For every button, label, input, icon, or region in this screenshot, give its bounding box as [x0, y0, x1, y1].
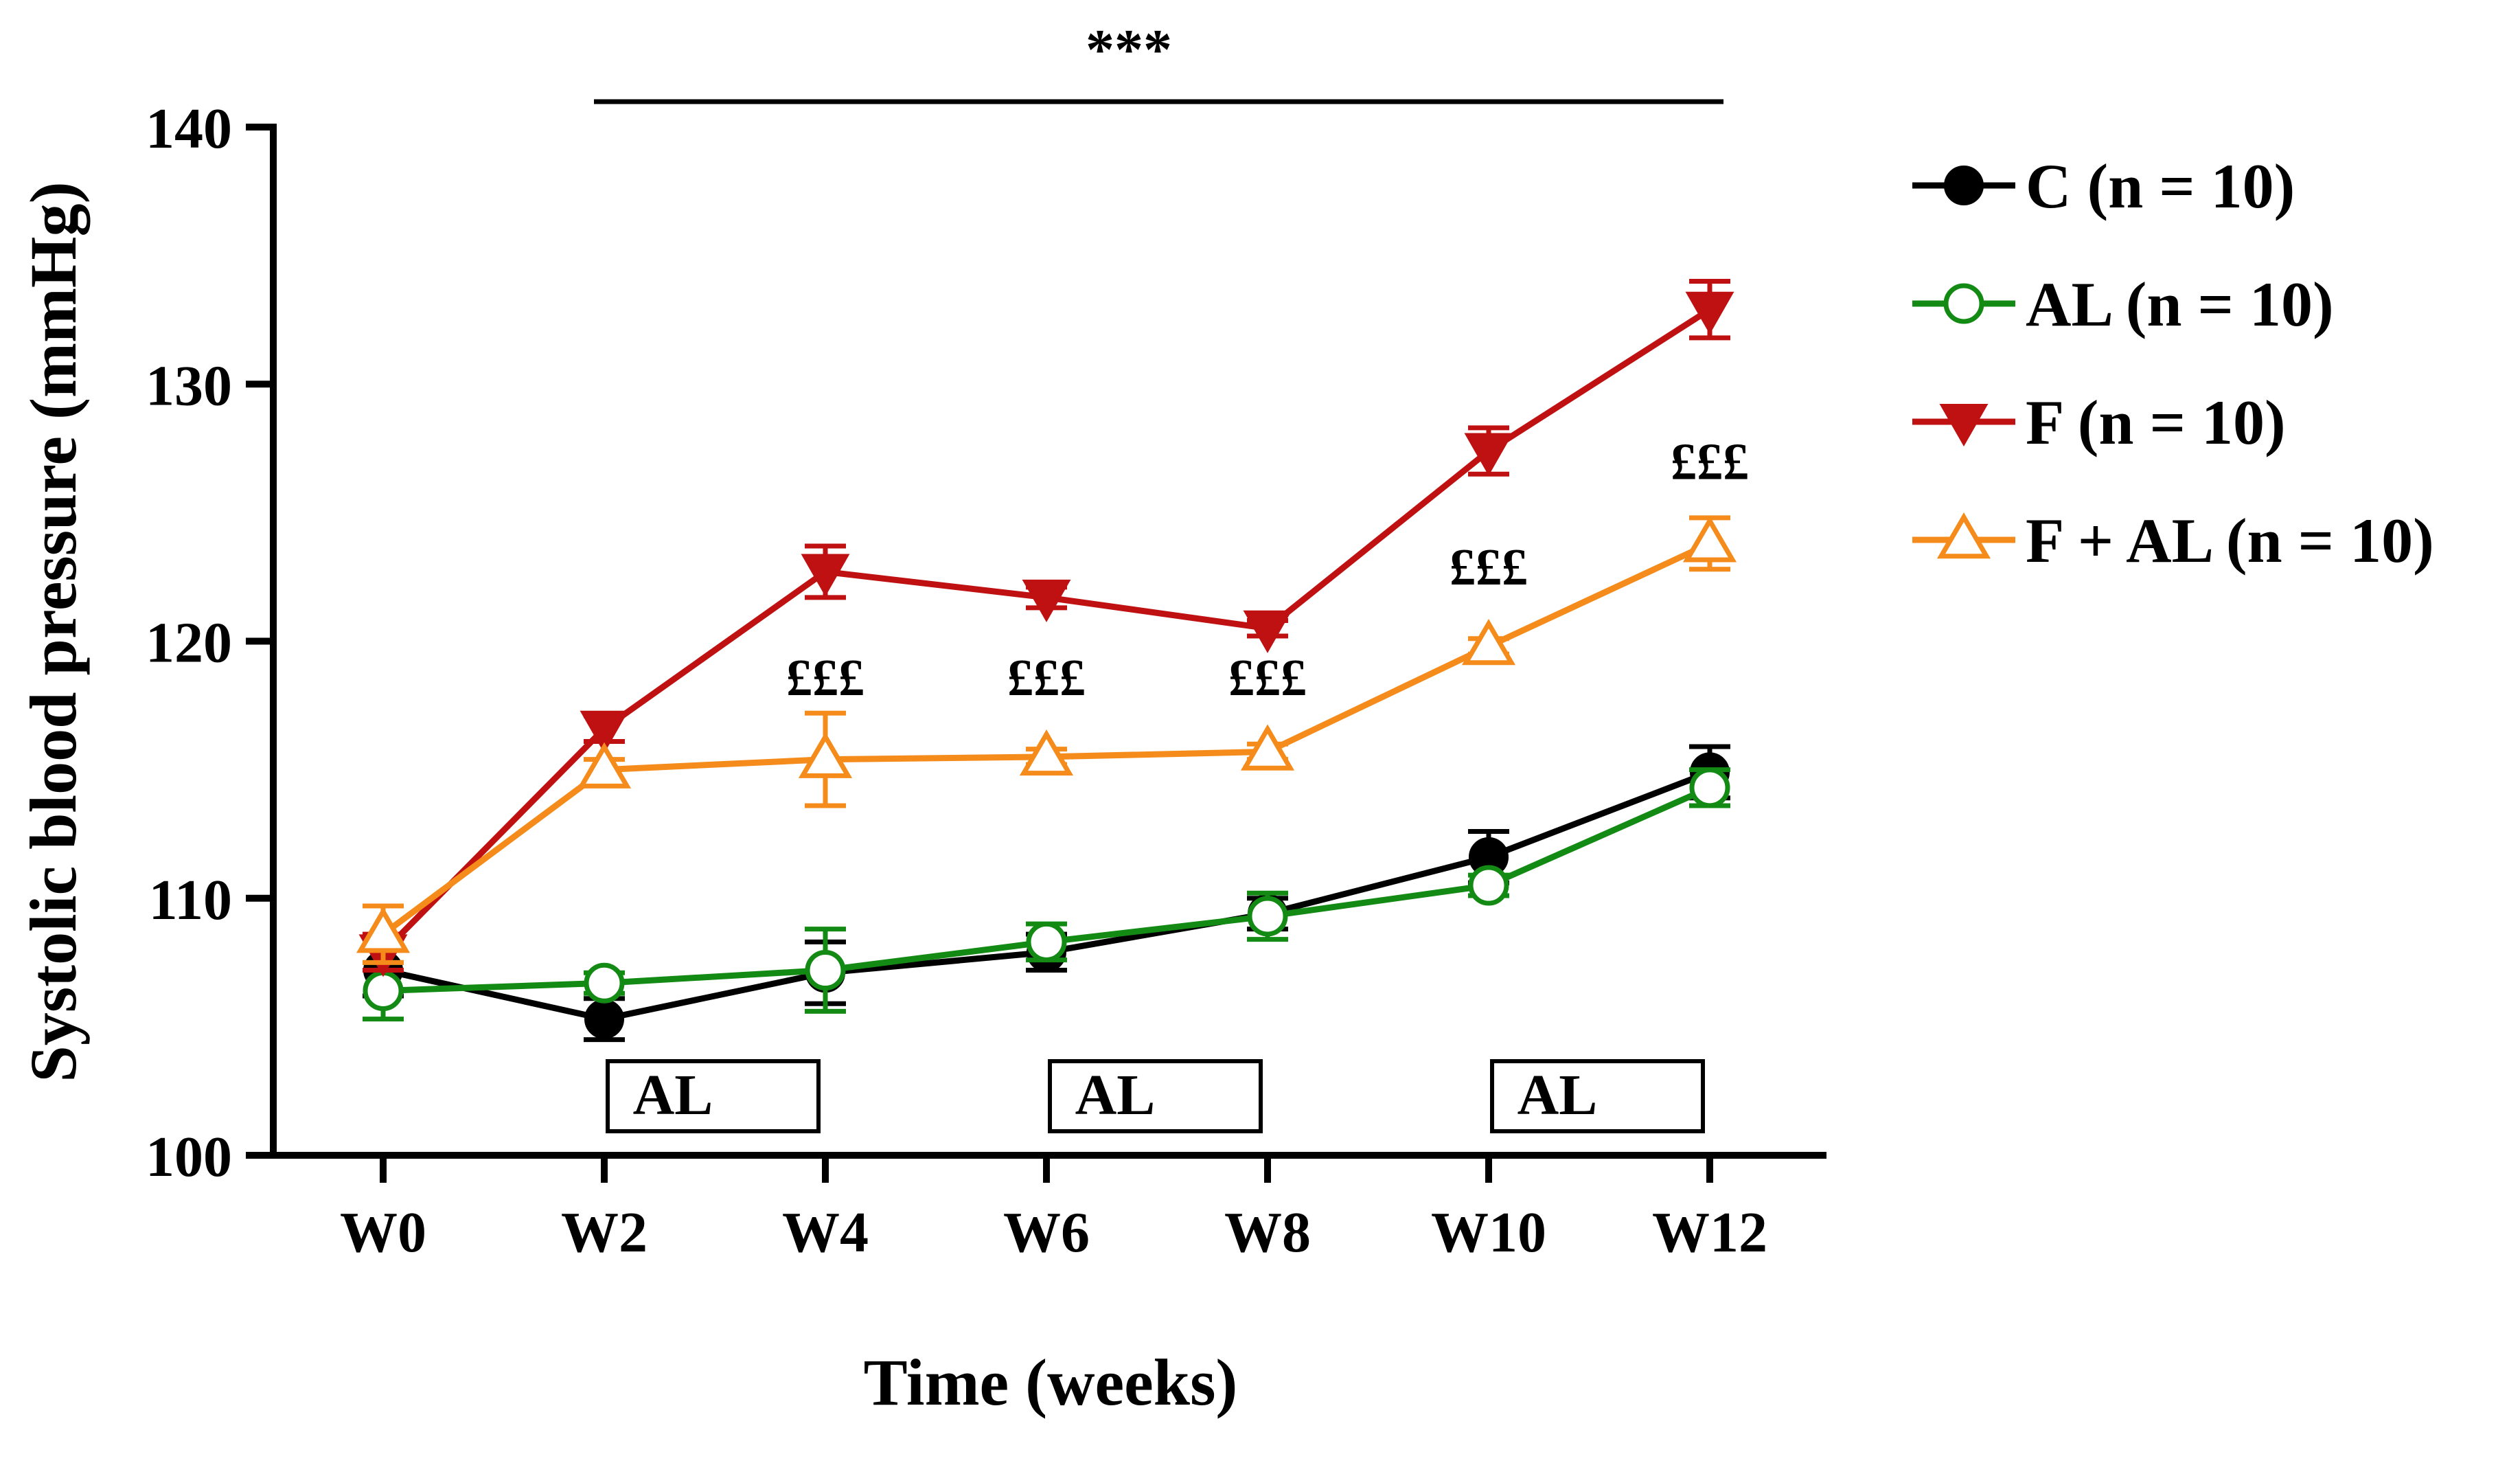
treatment-box-label: AL	[1517, 1063, 1598, 1127]
data-point	[1247, 896, 1288, 937]
treatment-box	[606, 1059, 821, 1133]
legend-entry: F (n = 10)	[1912, 387, 2286, 457]
legend-marker	[1943, 283, 1984, 324]
annotations: *** AL AL AL £££ £££ £££ £££ £££	[594, 18, 1749, 1133]
x-tick-label: W6	[1003, 1201, 1090, 1264]
plot-area	[356, 279, 1737, 1043]
significance-marker: £££	[1450, 538, 1528, 596]
legend: C (n = 10) AL (n = 10) F (n = 10) F + AL (n…	[1912, 151, 2434, 576]
legend-label: F + AL (n = 10)	[2026, 506, 2434, 576]
data-point	[1026, 921, 1067, 962]
data-point	[801, 554, 850, 597]
series-4	[356, 515, 1737, 965]
data-point	[1240, 724, 1295, 771]
x-axis-label: Time (weeks)	[864, 1346, 1238, 1419]
legend-entry: AL (n = 10)	[1912, 269, 2334, 339]
series-1	[363, 744, 1730, 1043]
x-tick-label: W0	[340, 1201, 426, 1264]
data-point	[1682, 516, 1737, 563]
y-tick-label: 110	[149, 868, 232, 932]
x-tick-label: W10	[1431, 1201, 1546, 1264]
treatment-box	[1490, 1059, 1705, 1133]
data-point	[363, 970, 404, 1011]
treatment-box	[1048, 1059, 1263, 1133]
legend-marker	[1939, 404, 1989, 447]
data-point	[580, 710, 629, 753]
legend-label: C (n = 10)	[2026, 151, 2295, 221]
axes: 100 110 120 130 140 W0 W2 W4 W6 W8 W10 W12	[146, 97, 1826, 1264]
data-point	[1689, 767, 1730, 808]
legend-marker	[1944, 166, 1984, 205]
treatment-box-label: AL	[633, 1063, 713, 1127]
data-point	[577, 742, 632, 789]
legend-marker	[1936, 512, 1991, 559]
y-tick-label: 140	[146, 97, 232, 161]
significance-label: ***	[1086, 18, 1172, 82]
data-point	[1243, 610, 1292, 653]
significance-marker: £££	[1007, 649, 1086, 707]
y-tick-label: 120	[146, 611, 232, 675]
data-point	[1468, 865, 1509, 906]
y-tick-label: 100	[146, 1125, 232, 1189]
series-3	[358, 279, 1734, 977]
legend-entry: C (n = 10)	[1912, 151, 2295, 221]
series-2	[363, 767, 1730, 1022]
legend-label: F (n = 10)	[2026, 387, 2286, 457]
data-point	[805, 950, 846, 991]
significance-marker: £££	[1671, 433, 1749, 491]
data-point	[1022, 579, 1071, 622]
x-tick-label: W2	[561, 1201, 648, 1264]
data-point	[1461, 619, 1516, 666]
data-point	[798, 732, 853, 778]
x-tick-label: W12	[1652, 1201, 1767, 1264]
significance-marker: £££	[786, 649, 864, 707]
data-point	[1685, 291, 1734, 334]
data-point	[356, 907, 411, 953]
y-tick-label: 130	[146, 354, 232, 418]
data-point	[584, 962, 625, 1003]
significance-marker: £££	[1228, 649, 1307, 707]
y-axis-label: Systolic blood pressure (mmHg)	[16, 181, 90, 1082]
data-point	[1019, 729, 1074, 776]
series-line	[380, 306, 1712, 955]
data-point	[584, 999, 624, 1039]
legend-label: AL (n = 10)	[2026, 269, 2334, 339]
x-tick-label: W4	[782, 1201, 869, 1264]
data-point	[1464, 433, 1513, 476]
legend-entry: F + AL (n = 10)	[1912, 506, 2434, 576]
treatment-box-label: AL	[1075, 1063, 1156, 1127]
x-tick-label: W8	[1224, 1201, 1311, 1264]
